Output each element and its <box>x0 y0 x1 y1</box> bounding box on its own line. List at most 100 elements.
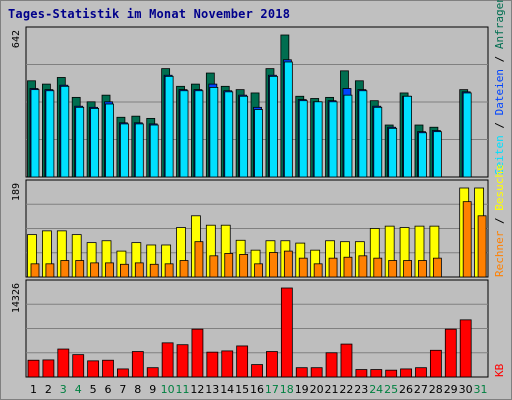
day-label-19: 19 <box>295 383 309 396</box>
bar-kb-day-10 <box>161 342 174 378</box>
bar-rechner-day-24 <box>373 257 383 278</box>
bar-seiten-day-15 <box>239 95 249 178</box>
day-label-12: 12 <box>190 383 204 396</box>
day-label-27: 27 <box>414 383 428 396</box>
day-label-10: 10 <box>161 383 175 396</box>
bar-rechner-day-12 <box>194 241 204 278</box>
bar-seiten-day-1 <box>30 89 40 178</box>
bar-seiten-day-5 <box>90 108 100 178</box>
bar-kb-day-16 <box>251 364 263 378</box>
bar-seiten-day-24 <box>373 106 383 178</box>
bar-seiten-day-11 <box>179 90 189 178</box>
bar-seiten-day-21 <box>328 101 338 178</box>
bar-seiten-day-13 <box>209 87 219 178</box>
legend-separator: / <box>493 115 506 135</box>
bar-kb-day-25 <box>385 369 398 378</box>
bar-kb-day-23 <box>355 369 368 378</box>
bar-kb-day-18 <box>280 287 293 378</box>
day-label-28: 28 <box>429 383 443 396</box>
bar-kb-day-26 <box>400 368 412 378</box>
bar-seiten-day-22 <box>343 94 353 178</box>
bar-kb-day-5 <box>87 360 100 378</box>
bar-seiten-day-4 <box>75 106 85 178</box>
day-label-23: 23 <box>354 383 368 396</box>
max-label-top: 642 <box>11 30 22 48</box>
day-label-2: 2 <box>45 383 52 396</box>
legend-separator: / <box>493 211 506 231</box>
bar-seiten-day-19 <box>298 100 308 178</box>
bar-seiten-day-16 <box>254 109 263 178</box>
bar-seiten-day-20 <box>313 101 323 178</box>
bar-kb-day-9 <box>146 367 159 378</box>
bar-rechner-day-10 <box>164 263 174 278</box>
legend-kb: KB <box>493 363 506 377</box>
legend-middle: Rechner / Besuche <box>493 164 506 277</box>
bar-rechner-day-2 <box>45 263 55 278</box>
day-label-16: 16 <box>250 383 264 396</box>
bar-seiten-day-25 <box>388 127 398 178</box>
bar-rechner-day-15 <box>239 253 249 278</box>
legend-seiten: Seiten <box>493 135 506 175</box>
legend-anfragen: Anfragen <box>493 0 506 49</box>
day-label-20: 20 <box>310 383 324 396</box>
day-label-14: 14 <box>220 383 234 396</box>
bar-seiten-day-23 <box>358 90 368 178</box>
day-label-26: 26 <box>399 383 413 396</box>
bar-kb-day-20 <box>310 367 323 378</box>
bar-kb-day-21 <box>325 352 338 378</box>
bar-rechner-day-6 <box>105 262 114 278</box>
day-label-22: 22 <box>339 383 353 396</box>
bar-rechner-day-25 <box>388 260 398 278</box>
day-label-24: 24 <box>369 383 383 396</box>
bar-rechner-day-21 <box>328 257 338 278</box>
bar-seiten-day-27 <box>418 132 427 178</box>
max-label-bottom: 14326 <box>11 283 22 313</box>
bar-rechner-day-1 <box>30 263 40 278</box>
day-label-9: 9 <box>149 383 156 396</box>
bar-seiten-day-2 <box>45 90 55 178</box>
day-label-21: 21 <box>325 383 339 396</box>
bar-seiten-day-28 <box>432 131 442 178</box>
bar-seiten-day-30 <box>462 92 472 178</box>
bar-rechner-day-14 <box>224 253 234 278</box>
bar-kb-day-12 <box>191 328 204 378</box>
day-label-31: 31 <box>474 383 488 396</box>
bar-kb-day-30 <box>459 319 472 378</box>
day-label-13: 13 <box>205 383 219 396</box>
bar-kb-day-14 <box>221 350 234 378</box>
max-label-middle: 189 <box>11 183 22 201</box>
bar-seiten-day-3 <box>60 85 70 178</box>
day-label-3: 3 <box>60 383 67 396</box>
day-label-5: 5 <box>90 383 97 396</box>
bar-rechner-day-17 <box>269 252 278 278</box>
bar-rechner-day-20 <box>313 263 323 278</box>
bar-rechner-day-7 <box>120 263 129 278</box>
bar-rechner-day-27 <box>418 260 427 278</box>
chart-title: Tages-Statistik im Monat November 2018 <box>8 7 291 21</box>
bar-rechner-day-23 <box>358 255 368 278</box>
day-label-8: 8 <box>134 383 141 396</box>
day-label-18: 18 <box>280 383 294 396</box>
day-label-29: 29 <box>444 383 458 396</box>
day-label-30: 30 <box>459 383 473 396</box>
day-label-4: 4 <box>75 383 82 396</box>
bar-rechner-day-19 <box>298 257 308 278</box>
bar-rechner-day-30 <box>462 201 472 278</box>
bar-kb-day-4 <box>72 354 85 378</box>
bar-rechner-day-9 <box>149 263 159 278</box>
bar-rechner-day-11 <box>179 260 189 278</box>
day-label-6: 6 <box>105 383 112 396</box>
bar-seiten-day-17 <box>269 75 278 178</box>
day-label-7: 7 <box>119 383 126 396</box>
day-label-11: 11 <box>176 383 190 396</box>
bar-seiten-day-12 <box>194 90 204 178</box>
legend-dateien: Dateien <box>493 69 506 115</box>
bar-kb-day-1 <box>27 359 40 378</box>
bar-kb-day-17 <box>266 351 278 378</box>
bar-kb-day-15 <box>236 345 249 378</box>
bar-seiten-day-7 <box>120 123 129 178</box>
bar-seiten-day-10 <box>164 75 174 178</box>
bar-rechner-day-13 <box>209 255 219 278</box>
bar-seiten-day-8 <box>134 123 144 178</box>
